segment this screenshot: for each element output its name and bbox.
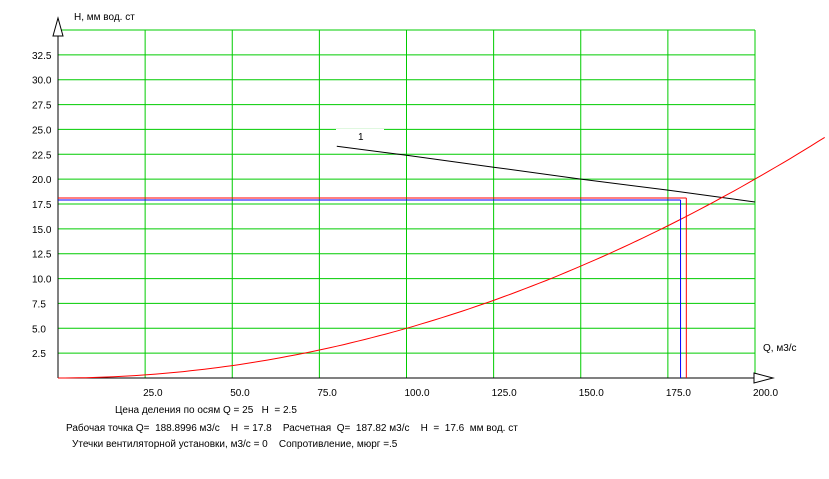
y-tick-label: 27.5	[32, 101, 52, 112]
x-axis-arrow	[753, 372, 775, 384]
operating-point-markers	[58, 197, 687, 378]
scale-info: Цена деления по осям Q = 25 H = 2.5	[115, 405, 297, 416]
working-point-info: Рабочая точка Q= 188.8996 м3/с H = 17.8 …	[66, 423, 518, 434]
y-tick-label: 17.5	[32, 200, 52, 211]
y-tick-label: 32.5	[32, 51, 52, 62]
x-tick-label: 175.0	[666, 388, 691, 399]
series-lines	[58, 136, 825, 379]
x-tick-label: 150.0	[579, 388, 604, 399]
x-tick-label: 50.0	[230, 388, 250, 399]
y-tick-label: 20.0	[32, 175, 52, 186]
leakage-info: Утечки вентиляторной установки, м3/с = 0…	[72, 439, 398, 450]
x-tick-label: 75.0	[317, 388, 337, 399]
x-tick-label: 25.0	[143, 388, 163, 399]
y-axis-arrow	[52, 16, 64, 37]
y-tick-label: 12.5	[32, 250, 52, 261]
series-1-label: 1	[358, 132, 364, 143]
y-tick-label: 10.0	[32, 275, 52, 286]
tick-labels: 2.5 5.0 7.5 10.0 12.5 15.0 17.5 20.0 22.5 25.0 27.…	[32, 51, 778, 399]
y-tick-label: 30.0	[32, 76, 52, 87]
series-line-1	[336, 145, 756, 203]
y-tick-label: 22.5	[32, 150, 52, 161]
y-tick-label: 25.0	[32, 125, 52, 136]
series-label-box	[336, 129, 384, 141]
y-tick-label: 5.0	[32, 324, 46, 335]
y-tick-label: 7.5	[32, 299, 46, 310]
x-tick-label: 100.0	[405, 388, 430, 399]
y-tick-label: 2.5	[32, 349, 46, 360]
grid-lines	[58, 29, 756, 378]
series-line-2	[58, 136, 825, 379]
x-tick-label: 200.0	[753, 388, 778, 399]
y-tick-label: 15.0	[32, 225, 52, 236]
x-axis-title: Q, м3/с	[763, 343, 797, 354]
x-tick-label: 125.0	[492, 388, 517, 399]
y-axis-title: H, мм вод. ст	[74, 12, 135, 23]
